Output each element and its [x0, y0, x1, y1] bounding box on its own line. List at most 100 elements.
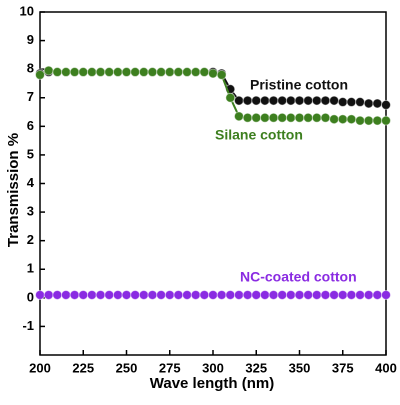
y-axis-label: Transmission % — [5, 133, 22, 247]
marker — [268, 289, 279, 300]
marker — [69, 289, 80, 300]
marker — [355, 115, 366, 126]
marker — [337, 289, 348, 300]
marker — [329, 95, 340, 106]
marker — [121, 289, 132, 300]
marker — [182, 289, 193, 300]
marker — [164, 67, 175, 78]
marker — [303, 95, 314, 106]
marker — [285, 95, 296, 106]
marker — [225, 289, 236, 300]
marker — [95, 67, 106, 78]
marker — [112, 289, 123, 300]
plot-frame — [39, 11, 387, 356]
marker — [138, 289, 149, 300]
marker — [311, 95, 322, 106]
x-tick-label: 225 — [72, 360, 94, 375]
marker — [86, 289, 97, 300]
x-tick-label: 300 — [202, 360, 224, 375]
marker — [147, 67, 158, 78]
marker — [112, 67, 123, 78]
marker — [86, 67, 97, 78]
marker — [381, 289, 391, 300]
marker — [199, 289, 210, 300]
marker — [78, 67, 89, 78]
marker — [346, 114, 357, 125]
y-tick-label: 4 — [27, 175, 35, 190]
marker — [199, 67, 210, 78]
marker — [311, 112, 322, 123]
marker — [52, 67, 63, 78]
marker — [251, 95, 262, 106]
marker — [43, 65, 54, 76]
marker — [130, 67, 141, 78]
marker — [277, 112, 288, 123]
marker — [121, 67, 132, 78]
marker — [216, 69, 227, 80]
marker — [320, 95, 331, 106]
marker — [242, 289, 253, 300]
marker — [225, 92, 236, 103]
marker — [242, 95, 253, 106]
marker — [381, 115, 391, 126]
marker — [329, 114, 340, 125]
marker — [259, 112, 270, 123]
marker — [294, 289, 305, 300]
marker — [372, 289, 383, 300]
y-tick-label: 9 — [27, 32, 34, 47]
marker — [251, 289, 262, 300]
marker — [216, 289, 227, 300]
x-tick-label: 400 — [375, 360, 397, 375]
marker — [182, 67, 193, 78]
marker — [208, 68, 218, 79]
series-label: Pristine cotton — [250, 77, 348, 93]
y-tick-label: 3 — [27, 204, 34, 219]
marker — [372, 115, 383, 126]
marker — [268, 112, 279, 123]
marker — [60, 289, 71, 300]
marker — [104, 289, 115, 300]
marker — [346, 289, 357, 300]
marker — [259, 95, 270, 106]
marker — [363, 115, 374, 126]
x-tick-label: 325 — [245, 360, 267, 375]
marker — [294, 95, 305, 106]
marker — [95, 289, 106, 300]
marker — [156, 67, 167, 78]
marker — [164, 289, 175, 300]
marker — [147, 289, 158, 300]
x-tick-label: 375 — [332, 360, 354, 375]
x-axis-label: Wave length (nm) — [150, 375, 274, 392]
marker — [259, 289, 270, 300]
marker — [277, 289, 288, 300]
marker — [355, 97, 366, 108]
marker — [60, 67, 71, 78]
marker — [35, 289, 45, 300]
marker — [311, 289, 322, 300]
marker — [363, 98, 374, 109]
marker — [303, 289, 314, 300]
marker — [363, 289, 374, 300]
marker — [78, 289, 89, 300]
y-tick-label: 6 — [27, 118, 34, 133]
x-tick-label: 350 — [289, 360, 311, 375]
marker — [337, 97, 348, 108]
marker — [130, 289, 141, 300]
marker — [294, 112, 305, 123]
marker — [285, 112, 296, 123]
y-tick-label: 1 — [27, 261, 34, 276]
marker — [208, 289, 218, 300]
marker — [329, 289, 340, 300]
y-tick-label: 8 — [27, 61, 34, 76]
marker — [303, 112, 314, 123]
x-tick-label: 275 — [159, 360, 181, 375]
marker — [372, 98, 383, 109]
y-tick-label: 7 — [27, 89, 34, 104]
marker — [285, 289, 296, 300]
marker — [156, 289, 167, 300]
marker — [190, 289, 201, 300]
y-tick-label: -1 — [22, 318, 34, 333]
marker — [35, 69, 45, 80]
marker — [138, 67, 149, 78]
